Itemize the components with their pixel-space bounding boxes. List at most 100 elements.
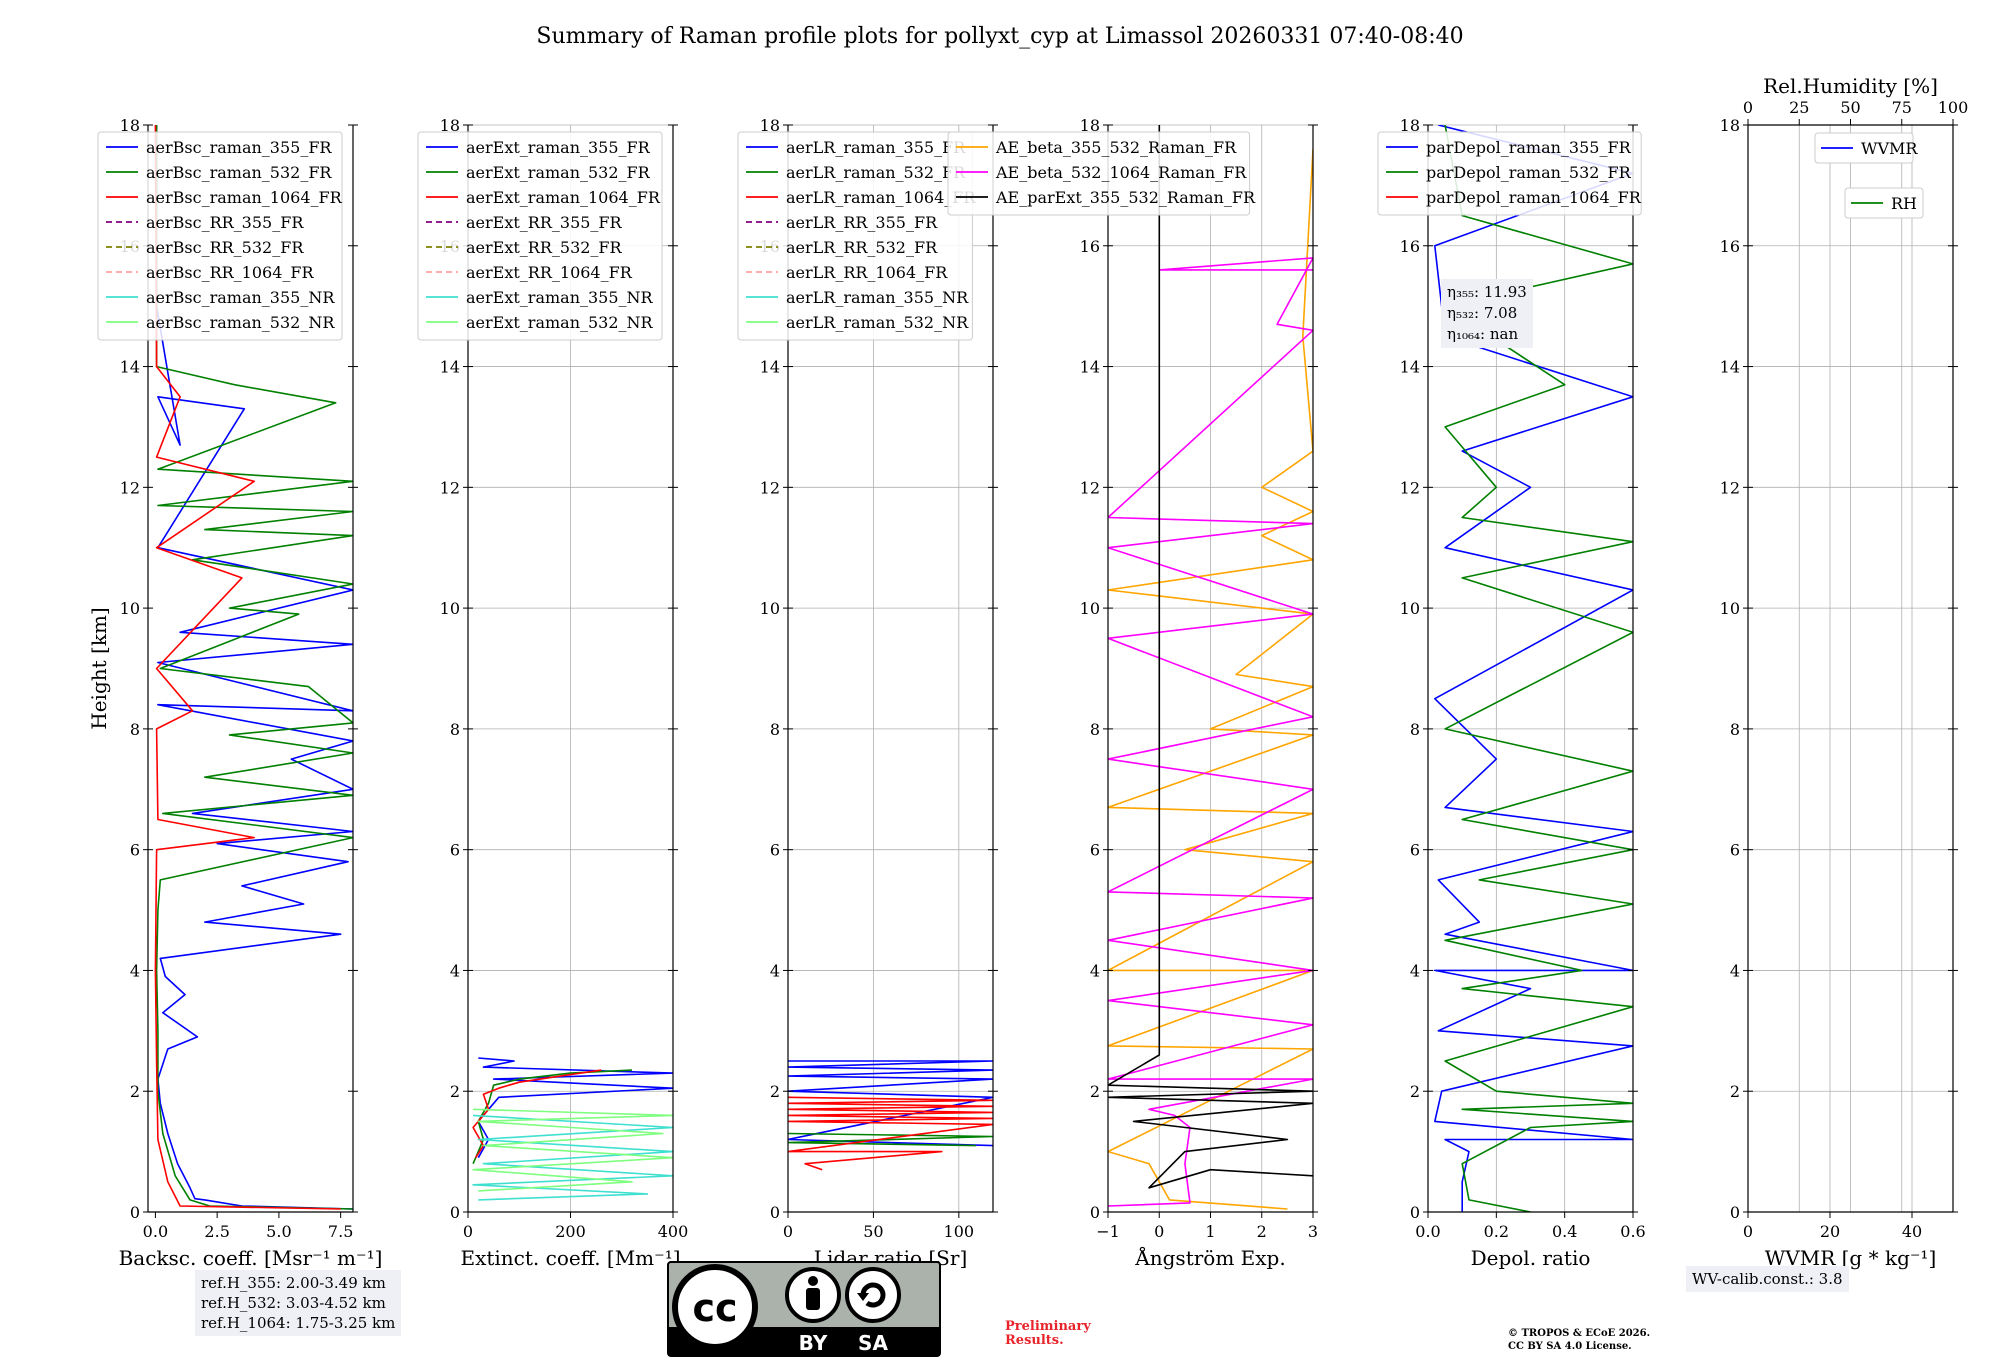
y-tick-label: 2 [1730,1082,1740,1101]
legend-label: aerBsc_RR_355_FR [146,213,304,232]
legend-label: aerExt_raman_355_FR [466,138,651,157]
legend: AE_beta_355_532_Raman_FR AE_beta_532_1064… [947,131,1256,216]
legend-label: aerBsc_raman_355_NR [146,288,335,307]
license-sa-label: SA [858,1331,888,1355]
y-tick-label: 16 [1080,237,1100,256]
y-tick-label: 8 [130,720,140,739]
x2-axis-label: Rel.Humidity [%] [1763,74,1938,98]
series-group [472,1057,673,1201]
x-tick-label: 400 [658,1222,689,1241]
y-tick-label: 2 [450,1082,460,1101]
legend-box [97,131,343,341]
y-tick-label: 6 [450,841,460,860]
legend-label: aerLR_raman_1064_FR [786,188,976,207]
legend-RH: RH [1844,187,1924,219]
x-tick-label: 0 [1154,1222,1164,1241]
x-tick-label: 0.6 [1620,1222,1645,1241]
x-tick-label: 0 [463,1222,473,1241]
y-tick-label: 8 [1090,720,1100,739]
y-tick-label: 4 [770,961,780,980]
panel-lr: 024681012141618050100Lidar ratio [Sr]aer… [737,116,998,1270]
wv-calibration-constant: WV-calib.const.: 3.8 [1692,1270,1843,1288]
license-by-label: BY [799,1331,828,1355]
x-tick-label: 0 [783,1222,793,1241]
panel-ext: 0246810121416180200400Extinct. coeff. [M… [417,116,689,1270]
y-tick-label: 14 [440,358,460,377]
y-tick-label: 4 [450,961,460,980]
y-tick-label: 18 [1720,116,1740,135]
ref-height-532: ref.H_532: 3.03-4.52 km [201,1294,386,1312]
x-tick-label: 40 [1902,1222,1922,1241]
legend-label: aerBsc_raman_1064_FR [146,188,343,207]
y-tick-label: 2 [1090,1082,1100,1101]
y-tick-label: 18 [1400,116,1420,135]
x2-tick-label: 25 [1789,98,1809,117]
series-line-aerExt_raman_355_FR [477,1057,673,1159]
legend-label: RH [1891,194,1917,213]
y-tick-label: 18 [760,116,780,135]
y-tick-label: 10 [440,599,460,618]
y-tick-label: 6 [1090,841,1100,860]
x-tick-label: 0.0 [143,1222,168,1241]
series-line-parDepol_raman_532_FR [1444,125,1633,1212]
legend-label: aerLR_raman_532_NR [786,313,969,332]
eta-532: η₅₃₂: 7.08 [1447,304,1518,322]
eta-355: η₃₅₅: 11.93 [1447,283,1527,301]
eta-1064: η₁₀₆₄: nan [1447,325,1519,343]
series-line-aerLR_raman_1064_FR [788,1096,993,1171]
x-tick-label: 0.2 [1484,1222,1509,1241]
x-axis-label: Ångström Exp. [1134,1245,1285,1270]
y-tick-label: 14 [1720,358,1740,377]
y-tick-label: 14 [1400,358,1420,377]
preliminary-line-2: Results. [1005,1333,1064,1348]
x-tick-label: 50 [863,1222,883,1241]
y-tick-label: 2 [130,1082,140,1101]
y-tick-label: 16 [1720,237,1740,256]
legend-label: aerBsc_raman_532_FR [146,163,332,182]
y-tick-label: 6 [1730,841,1740,860]
legend-box [1844,187,1924,219]
y-tick-label: 4 [1730,961,1740,980]
y-tick-label: 16 [1400,237,1420,256]
x-tick-label: 0.0 [1415,1222,1440,1241]
series-line-aerExt_raman_355_NR [472,1114,673,1201]
legend-label: AE_beta_532_1064_Raman_FR [995,163,1247,182]
x2-tick-label: 50 [1840,98,1860,117]
legend-label: aerBsc_RR_532_FR [146,238,304,257]
series-line-aerBsc_raman_355_FR [155,125,353,1210]
depol-eta-box: η₃₅₅: 11.93 η₅₃₂: 7.08 η₁₀₆₄: nan [1441,279,1533,348]
preliminary-note: Preliminary Results. [1005,1320,1091,1348]
y-tick-label: 4 [1090,961,1100,980]
series-group [1108,125,1313,1210]
y-tick-label: 14 [120,358,140,377]
y-tick-label: 12 [440,478,460,497]
legend-label: aerLR_RR_1064_FR [786,263,948,282]
cc-by-sa-badge: cc BY SA [667,1261,941,1357]
x2-tick-label: 0 [1743,98,1753,117]
legend-label: aerLR_RR_532_FR [786,238,938,257]
legend-box [737,131,973,341]
x-tick-label: 0 [1743,1222,1753,1241]
sa-icon [845,1267,901,1323]
x-tick-label: 5.0 [266,1222,291,1241]
y-tick-label: 2 [770,1082,780,1101]
y-tick-label: 12 [1400,478,1420,497]
y-tick-label: 6 [130,841,140,860]
ref-height-1064: ref.H_1064: 1.75-3.25 km [201,1314,396,1332]
y-tick-label: 8 [1410,720,1420,739]
x2-tick-label: 75 [1892,98,1912,117]
series-line-aerExt_raman_532_FR [472,1069,633,1165]
legend-label: aerExt_raman_1064_FR [466,188,661,207]
series-line-aerBsc_raman_1064_FR [154,125,341,1210]
series-line-aerExt_raman_532_NR [472,1108,673,1192]
y-tick-label: 12 [120,478,140,497]
legend-label: aerLR_RR_355_FR [786,213,938,232]
preliminary-line-1: Preliminary [1005,1319,1091,1334]
legend-label: aerBsc_raman_532_NR [146,313,335,332]
legend-WVMR: WVMR [1814,132,1918,164]
cc-icon [672,1264,758,1350]
